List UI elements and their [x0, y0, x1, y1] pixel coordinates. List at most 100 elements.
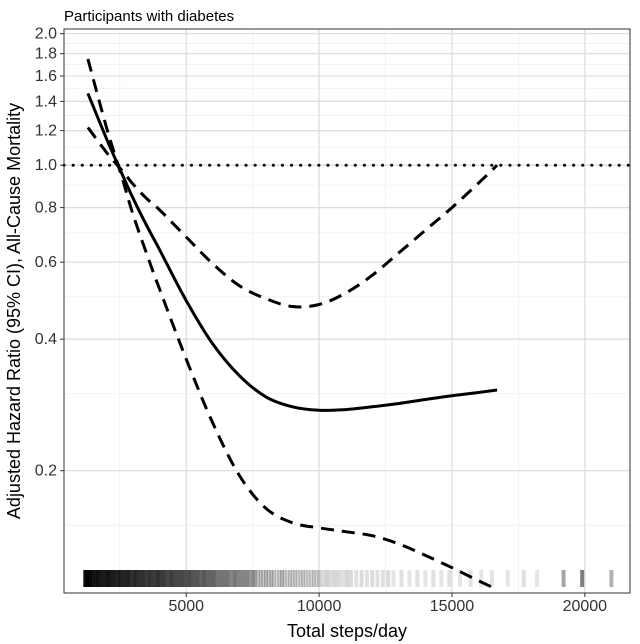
rug-mark: [129, 570, 134, 587]
rug-mark: [219, 570, 224, 587]
rug-mark: [233, 570, 238, 587]
rug-mark: [337, 570, 342, 587]
rug-mark: [141, 570, 146, 587]
y-axis-title: Adjusted Hazard Ratio (95% CI), All-Caus…: [4, 103, 24, 519]
rug-mark: [225, 570, 230, 587]
rug-mark: [227, 570, 232, 587]
rug-mark: [215, 570, 220, 587]
rug-mark: [285, 570, 290, 587]
rug-mark: [341, 570, 346, 587]
rug-mark: [157, 570, 162, 587]
rug-mark: [161, 570, 166, 587]
hazard-ratio-line: [86, 92, 498, 412]
rug-mark: [271, 570, 276, 587]
rug-mark: [177, 570, 182, 587]
rug-mark: [209, 570, 214, 587]
rug-mark: [321, 570, 326, 587]
rug-mark: [217, 570, 222, 587]
y-tick-label: 0.4: [35, 331, 57, 348]
rug-mark: [245, 570, 250, 587]
rug-mark: [314, 570, 319, 587]
x-tick-label: 10000: [297, 598, 342, 615]
rug-mark: [239, 570, 244, 587]
y-tick-label: 1.2: [35, 123, 57, 140]
rug-mark: [101, 570, 106, 587]
rug-mark: [91, 570, 96, 587]
rug-mark: [298, 570, 303, 587]
rug-mark: [370, 570, 375, 587]
rug-mark: [97, 570, 102, 587]
rug-mark: [306, 570, 311, 587]
x-tick-label: 20000: [563, 598, 608, 615]
rug-mark: [255, 570, 260, 587]
rug-mark: [243, 570, 248, 587]
y-tick-label: 0.2: [35, 463, 57, 480]
rug-mark: [197, 570, 202, 587]
rug-mark: [258, 570, 263, 587]
rug-mark: [282, 570, 287, 587]
rug-mark: [211, 570, 216, 587]
rug-mark: [301, 570, 306, 587]
rug-mark: [109, 570, 114, 587]
rug-mark: [333, 570, 338, 587]
rug-mark: [325, 570, 330, 587]
rug-mark: [277, 570, 282, 587]
rug-mark: [348, 570, 353, 587]
rug-mark: [505, 570, 510, 587]
minor-gridlines: [64, 29, 630, 593]
rug-mark: [201, 570, 206, 587]
rug-mark: [269, 570, 274, 587]
rug-mark: [375, 570, 380, 587]
rug-marks: [83, 570, 614, 587]
chart-title: Participants with diabetes: [64, 8, 234, 25]
rug-mark: [117, 570, 122, 587]
rug-mark: [237, 570, 242, 587]
rug-mark: [266, 570, 271, 587]
rug-mark: [345, 570, 349, 587]
confidence-bound-line: [86, 58, 498, 591]
rug-mark: [221, 570, 226, 587]
rug-mark: [439, 570, 444, 587]
rug-mark: [231, 570, 236, 587]
y-tick-label: 0.6: [35, 254, 57, 271]
rug-mark: [263, 570, 268, 587]
rug-mark: [534, 570, 539, 587]
y-tick-label: 1.8: [35, 46, 57, 63]
rug-mark: [479, 570, 484, 587]
rug-mark: [213, 570, 218, 587]
rug-mark: [165, 570, 170, 587]
rug-mark: [423, 570, 428, 587]
rug-mark: [93, 570, 98, 587]
rug-mark: [293, 570, 298, 587]
rug-mark: [580, 570, 585, 587]
rug-mark: [274, 570, 279, 587]
rug-mark: [489, 570, 494, 587]
rug-mark: [145, 570, 150, 587]
rug-mark: [181, 570, 186, 587]
series-lines: [86, 58, 499, 591]
confidence-bound-line: [86, 126, 499, 309]
y-tick-label: 2.0: [35, 26, 57, 43]
y-tick-label: 0.8: [35, 200, 57, 217]
rug-mark: [189, 570, 194, 587]
rug-mark: [309, 570, 314, 587]
rug-mark: [153, 570, 158, 587]
rug-mark: [199, 570, 204, 587]
rug-mark: [561, 570, 566, 587]
rug-mark: [295, 570, 300, 587]
rug-mark: [386, 570, 391, 587]
rug-mark: [447, 570, 452, 587]
rug-mark: [303, 570, 308, 587]
rug-mark: [207, 570, 212, 587]
rug-mark: [249, 570, 254, 587]
rug-mark: [137, 570, 142, 587]
x-tick-label: 5000: [168, 598, 204, 615]
rug-mark: [290, 570, 295, 587]
rug-mark: [191, 570, 196, 587]
rug-mark: [287, 570, 292, 587]
rug-mark: [187, 570, 192, 587]
rug-mark: [235, 570, 240, 587]
rug-mark: [113, 570, 118, 587]
x-tick-labels: 5000 10000 15000 20000: [168, 593, 607, 615]
